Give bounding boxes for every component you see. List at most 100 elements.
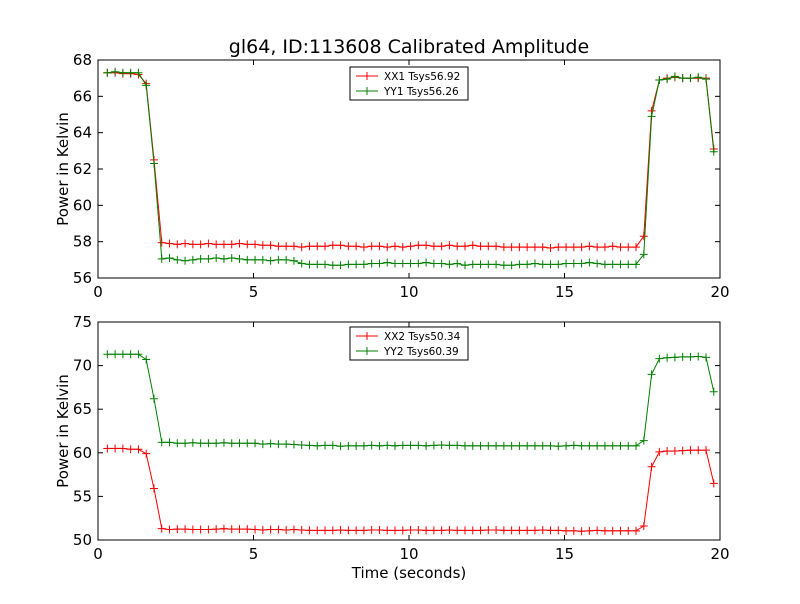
data-point (562, 441, 571, 450)
data-point (460, 261, 469, 270)
data-point (569, 243, 578, 252)
y-tick-label: 65 (73, 400, 92, 418)
data-point (414, 441, 423, 450)
data-point (111, 444, 120, 453)
data-point (188, 255, 197, 264)
data-point (686, 446, 695, 455)
legend-marker (363, 72, 371, 80)
data-point (321, 260, 330, 269)
data-point (484, 525, 493, 534)
data-point (523, 260, 532, 269)
data-point (165, 239, 174, 248)
data-point (352, 441, 361, 450)
data-point (422, 258, 431, 267)
data-point (398, 441, 407, 450)
data-point (530, 259, 539, 268)
data-point (282, 255, 291, 264)
data-point (352, 242, 361, 251)
data-point (321, 441, 330, 450)
data-point (157, 524, 166, 533)
data-point (492, 441, 501, 450)
data-point (569, 259, 578, 268)
x-tick-label: 15 (555, 545, 574, 563)
data-point (383, 243, 392, 252)
data-point (266, 256, 275, 265)
data-point (647, 462, 656, 471)
data-point (523, 243, 532, 252)
data-point (632, 260, 641, 269)
data-point (523, 526, 532, 535)
data-point (554, 260, 563, 269)
data-point (593, 259, 602, 268)
data-point (157, 438, 166, 447)
data-point (149, 159, 158, 168)
data-point (616, 441, 625, 450)
data-point (336, 261, 345, 270)
data-point (266, 439, 275, 448)
data-point (142, 449, 151, 458)
data-point (445, 525, 454, 534)
data-point (103, 350, 112, 359)
data-point (530, 526, 539, 535)
data-point (593, 526, 602, 535)
data-point (437, 242, 446, 251)
data-point (608, 526, 617, 535)
data-point (289, 440, 298, 449)
data-point (476, 441, 485, 450)
data-point (367, 259, 376, 268)
data-point (103, 444, 112, 453)
data-point (398, 526, 407, 535)
data-point (142, 81, 151, 90)
data-point (453, 259, 462, 268)
data-point (429, 526, 438, 535)
data-point (468, 260, 477, 269)
data-point (437, 440, 446, 449)
data-point (709, 479, 718, 488)
data-point (709, 387, 718, 396)
data-point (515, 526, 524, 535)
data-point (258, 525, 267, 534)
data-point (577, 259, 586, 268)
data-point (165, 254, 174, 263)
data-point (484, 242, 493, 251)
data-point (429, 242, 438, 251)
x-tick-label: 10 (399, 545, 418, 563)
data-point (181, 256, 190, 265)
data-point (219, 438, 228, 447)
data-point (546, 441, 555, 450)
data-point (126, 68, 135, 77)
data-point (391, 242, 400, 251)
data-point (546, 526, 555, 535)
data-point (624, 260, 633, 269)
data-point (562, 526, 571, 535)
data-point (375, 242, 384, 251)
data-point (305, 260, 314, 269)
data-point (274, 255, 283, 264)
data-point (251, 255, 260, 264)
data-point (251, 439, 260, 448)
data-point (258, 241, 267, 250)
data-point (593, 441, 602, 450)
chart-title: gl64, ID:113608 Calibrated Amplitude (229, 36, 589, 58)
data-point (173, 525, 182, 534)
data-point (499, 526, 508, 535)
data-point (507, 261, 516, 270)
data-point (460, 242, 469, 251)
data-point (624, 441, 633, 450)
data-point (196, 240, 205, 249)
data-point (562, 243, 571, 252)
data-point (600, 441, 609, 450)
data-point (507, 526, 516, 535)
legend-marker (363, 332, 371, 340)
data-point (422, 241, 431, 250)
data-point (375, 525, 384, 534)
data-point (251, 525, 260, 534)
data-point (600, 260, 609, 269)
y-axis-label: Power in Kelvin (54, 112, 72, 226)
data-point (546, 244, 555, 253)
data-point (468, 441, 477, 450)
data-point (492, 242, 501, 251)
data-point (429, 441, 438, 450)
legend-marker (363, 347, 371, 355)
data-point (515, 260, 524, 269)
